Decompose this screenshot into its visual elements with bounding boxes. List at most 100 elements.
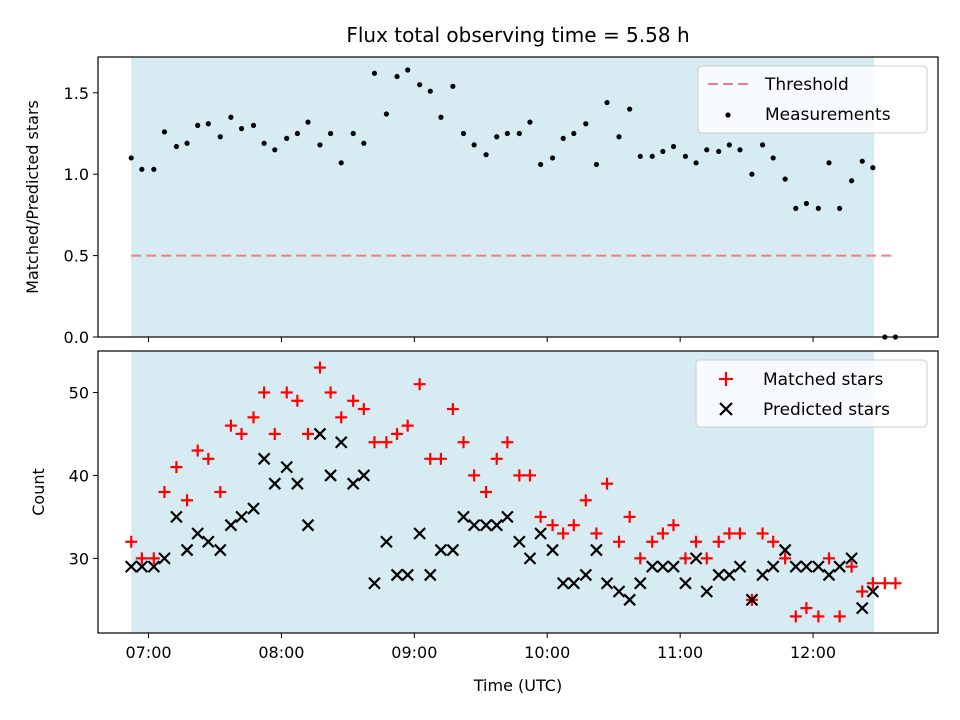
measurement-point <box>427 88 433 94</box>
predicted-star-marker-b <box>457 510 470 524</box>
predicted-star-marker-b <box>712 568 725 582</box>
measurement-point <box>338 160 344 166</box>
measurement-point <box>627 106 633 112</box>
measurement-point <box>284 135 290 141</box>
bottom-panel-frame <box>97 350 939 634</box>
measurement-point <box>527 119 533 125</box>
matched-star-marker <box>501 436 514 449</box>
predicted-star-marker-b <box>424 568 437 582</box>
predicted-star-marker-b <box>501 510 514 524</box>
legend-matched-swatch <box>719 372 733 386</box>
measurement-point <box>151 166 157 172</box>
predicted-star-marker <box>766 560 780 573</box>
predicted-star-marker <box>822 568 836 582</box>
predicted-star-marker <box>401 568 414 582</box>
measurement-point <box>394 73 400 80</box>
predicted-star-marker <box>413 527 426 540</box>
measurement-point <box>716 148 722 155</box>
bottom-panel: 30 40 50 07:00 08:00 09:00 10:00 11:00 12:00 Ti… <box>29 350 939 695</box>
predicted-star-marker <box>257 452 271 466</box>
matched-star-marker <box>170 461 183 474</box>
predicted-star-marker-b <box>723 568 736 582</box>
matched-star-marker <box>214 486 227 498</box>
predicted-star-marker <box>247 502 260 515</box>
matched-star-marker <box>490 452 503 465</box>
predicted-star-marker-b <box>612 585 626 598</box>
predicted-star-marker <box>645 560 659 573</box>
measurement-point <box>438 114 444 120</box>
predicted-star-marker <box>845 552 858 565</box>
bottom-x-tick-label: 07:00 <box>125 643 171 662</box>
measurement-point <box>583 121 589 127</box>
measurement-point <box>205 121 211 127</box>
measurement-point <box>350 130 356 137</box>
top-panel-frame <box>97 56 939 338</box>
matched-star-marker <box>700 552 713 565</box>
matched-star-marker <box>579 494 592 507</box>
matched-star-marker <box>789 610 802 623</box>
predicted-star-marker-b <box>247 502 260 515</box>
predicted-star-marker <box>357 469 371 482</box>
matched-star-marker <box>357 403 370 416</box>
predicted-star-marker-b <box>490 518 504 532</box>
predicted-star-marker <box>490 518 504 532</box>
predicted-star-marker <box>280 460 294 474</box>
measurement-point <box>504 130 510 137</box>
measurement-point <box>250 122 257 128</box>
predicted-star-marker <box>667 560 680 573</box>
matched-star-marker <box>845 560 858 573</box>
predicted-star-marker-b <box>446 543 460 557</box>
top-y-tick-label: 1.5 <box>64 84 89 103</box>
matched-star-marker <box>812 610 825 623</box>
predicted-star-marker-b <box>745 593 759 607</box>
matched-star-marker <box>756 527 769 540</box>
measurement-point <box>637 153 643 159</box>
matched-star-marker <box>613 535 626 548</box>
predicted-star-marker <box>656 560 670 573</box>
measurement-point <box>859 158 865 164</box>
predicted-star-marker-b <box>147 560 161 573</box>
predicted-star-marker <box>700 585 714 598</box>
matched-star-marker <box>468 469 481 482</box>
matched-star-marker <box>181 494 194 507</box>
matched-star-marker <box>391 427 404 440</box>
measurement-point <box>272 147 278 153</box>
legend-predicted-swatch <box>719 402 733 416</box>
predicted-star-marker-b <box>135 560 149 573</box>
predicted-star-marker-b <box>579 568 593 582</box>
top-legend-box <box>697 65 928 134</box>
bottom-x-tick-label: 09:00 <box>391 643 437 662</box>
predicted-star-marker-b <box>534 527 547 540</box>
predicted-star-marker-b <box>667 560 680 573</box>
predicted-star-marker <box>324 469 337 482</box>
predicted-star-marker-b <box>679 576 692 590</box>
measurement-point <box>759 142 766 148</box>
predicted-star-marker <box>135 560 149 573</box>
measurement-point <box>737 147 743 153</box>
matched-star-marker <box>302 427 314 440</box>
measurement-point <box>516 130 522 137</box>
matched-star-marker <box>767 535 780 548</box>
matched-star-marker <box>158 486 171 498</box>
top-x-ticks <box>148 337 814 342</box>
predicted-star-marker-b <box>623 593 636 607</box>
legend-measurements-swatch <box>725 112 731 118</box>
measurement-point <box>217 134 223 140</box>
top-y-tick-label: 0.5 <box>64 247 89 266</box>
matched-star-marker <box>634 552 647 565</box>
measurement-point <box>294 130 300 137</box>
measurement-point <box>483 152 489 158</box>
predicted-star-marker-b <box>756 568 769 582</box>
measurement-point <box>604 99 610 106</box>
matched-star-marker <box>147 552 160 565</box>
predicted-star-marker <box>534 527 547 540</box>
predicted-star-marker <box>467 518 481 532</box>
predicted-star-marker <box>833 560 846 573</box>
predicted-star-marker-b <box>324 469 337 482</box>
predicted-star-marker-b <box>180 543 194 557</box>
bottom-x-axis: 07:00 08:00 09:00 10:00 11:00 12:00 <box>125 633 836 662</box>
measurement-point <box>670 143 677 150</box>
measurement-point <box>305 119 311 125</box>
matched-star-marker <box>424 452 437 465</box>
measurement-point <box>571 130 577 137</box>
